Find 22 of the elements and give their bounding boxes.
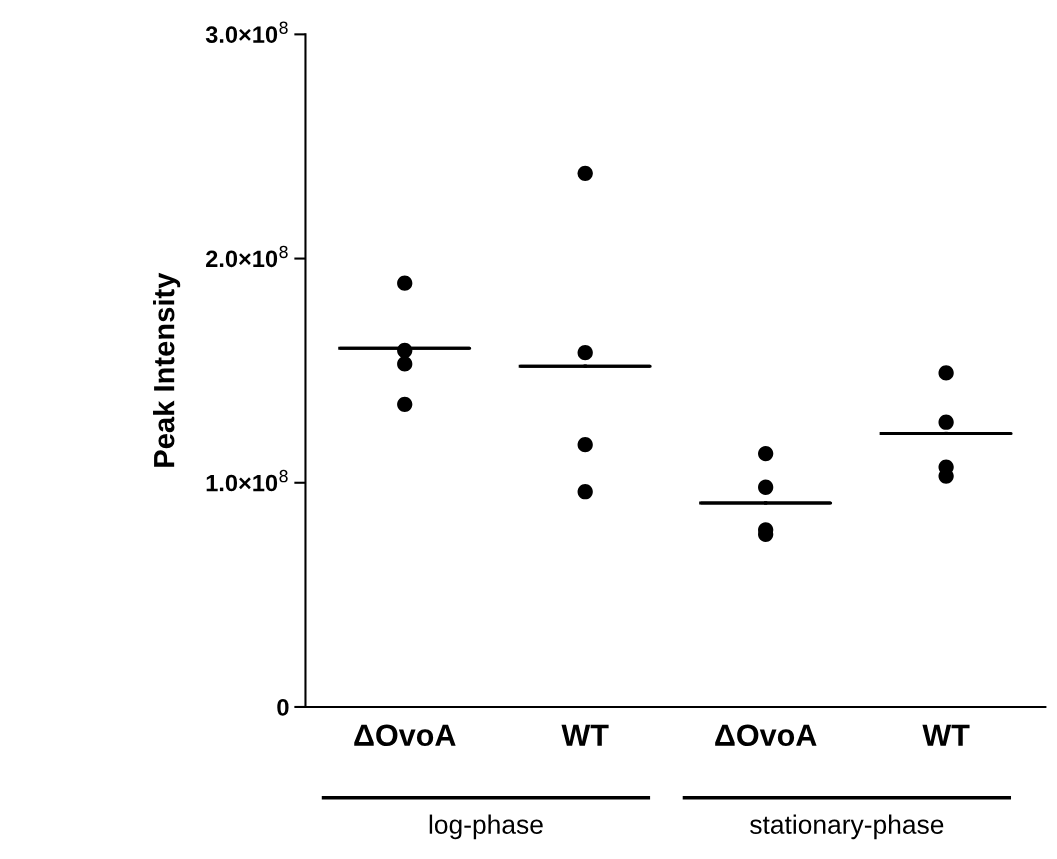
x-tick-label: WT [561, 724, 609, 746]
y-tick-label: 0 [277, 699, 289, 716]
point [938, 414, 954, 430]
x-tick-label: WT [922, 724, 970, 746]
point [577, 437, 593, 453]
y-axis-title: Peak Intensity [153, 272, 181, 467]
point [577, 484, 593, 500]
point [758, 479, 774, 495]
point [397, 275, 413, 291]
y-tick-label: 2.0×10$^{8}$ [206, 245, 288, 268]
text: log-phase [429, 814, 543, 840]
point [938, 365, 954, 381]
point [577, 165, 593, 181]
point [397, 356, 413, 372]
y-tick-label: 3.0×10$^{8}$ [205, 21, 288, 43]
point [397, 396, 413, 412]
y-tick-label: 1.0×10$^{8}$ [206, 469, 288, 492]
point [577, 345, 593, 361]
point [758, 445, 774, 462]
x-tick-label: ΔOvoA [715, 724, 817, 747]
x-tick-label: ΔOvoA [354, 724, 456, 747]
text: stationary-phase [750, 814, 944, 840]
